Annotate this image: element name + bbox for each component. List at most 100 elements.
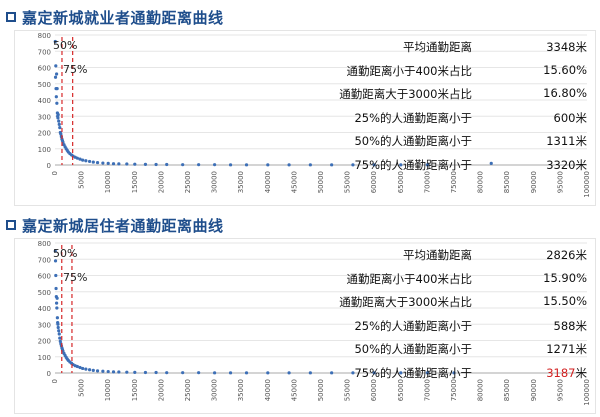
data-point [266, 163, 270, 167]
data-point [197, 371, 201, 375]
y-tick-label: 0 [47, 162, 51, 170]
data-point [425, 163, 429, 167]
data-point [101, 161, 105, 165]
data-point [56, 325, 60, 330]
data-point [351, 163, 355, 167]
data-point [213, 371, 217, 375]
stat-row: 75%的人通勤距离小于 3187米 [265, 361, 587, 385]
x-tick-label: 25000 [184, 171, 192, 193]
data-point [308, 371, 312, 375]
x-tick-label: 65000 [397, 379, 405, 401]
x-tick-label: 10000 [104, 171, 112, 193]
data-point [197, 163, 201, 167]
data-point [58, 336, 62, 340]
stat-label: 50%的人通勤距离小于 [354, 134, 472, 148]
x-tick-label: 40000 [264, 171, 272, 193]
data-point [154, 370, 158, 375]
stat-label: 平均通勤距离 [403, 40, 472, 54]
stat-value: 3320米 [546, 157, 587, 172]
data-point [53, 259, 58, 263]
stat-value: 15.50% [543, 294, 587, 308]
data-point [330, 163, 334, 167]
data-point [133, 162, 137, 166]
x-tick-label: 90000 [530, 379, 538, 401]
stat-row: 50%的人通勤距离小于 1311米 [265, 129, 587, 153]
data-point [106, 369, 110, 374]
data-point [81, 366, 85, 371]
x-tick-label: 30000 [211, 171, 219, 193]
x-tick-label: 100000 [583, 171, 591, 198]
x-tick-label: 30000 [211, 379, 219, 401]
data-point [54, 95, 58, 99]
data-point [133, 370, 137, 374]
stat-value: 3348米 [546, 40, 587, 54]
y-tick-label: 700 [38, 256, 51, 264]
x-tick-label: 100000 [583, 379, 591, 406]
x-tick-label: 40000 [264, 379, 272, 401]
data-point [81, 158, 85, 162]
x-tick-label: 90000 [530, 171, 538, 193]
data-point [106, 161, 110, 165]
marker-label-75: 75% [63, 63, 88, 76]
data-point [489, 161, 493, 165]
data-point [57, 332, 61, 336]
data-point [54, 301, 59, 305]
x-tick-label: 15000 [131, 171, 139, 193]
stat-row: 通勤距离大于3000米占比 15.50% [265, 290, 587, 314]
data-point [53, 75, 58, 79]
data-point [53, 249, 57, 253]
data-point [425, 371, 429, 375]
data-point [59, 132, 63, 136]
x-tick-label: 0 [51, 171, 59, 175]
chart-title: 嘉定新城居住者通勤距离曲线 [22, 216, 224, 235]
y-tick-label: 200 [38, 130, 51, 138]
y-tick-label: 800 [38, 32, 51, 40]
data-point [111, 162, 116, 166]
x-tick-label: 70000 [423, 379, 431, 401]
data-point [87, 368, 92, 372]
data-point [165, 371, 169, 375]
x-tick-label: 60000 [370, 379, 378, 401]
data-point [84, 367, 88, 371]
data-point [78, 157, 82, 161]
y-tick-label: 600 [38, 65, 51, 73]
data-point [308, 163, 312, 167]
data-point [330, 371, 334, 375]
stat-row: 平均通勤距离 3348米 [265, 35, 587, 59]
data-point [351, 371, 355, 375]
stat-label: 25%的人通勤距离小于 [354, 110, 472, 125]
stat-value: 16.80% [543, 86, 587, 100]
x-tick-label: 80000 [477, 171, 485, 193]
data-point [54, 72, 59, 76]
data-point [91, 368, 95, 372]
stat-row: 通勤距离小于400米占比 15.90% [265, 267, 587, 291]
y-tick-label: 0 [47, 370, 51, 378]
stat-label: 75%的人通勤距离小于 [354, 157, 472, 172]
x-tick-label: 25000 [184, 379, 192, 401]
x-tick-label: 35000 [237, 379, 245, 401]
y-tick-label: 400 [38, 97, 51, 105]
data-point [117, 162, 121, 166]
data-point [75, 156, 79, 160]
section-title-employment: 嘉定新城就业者通勤距离曲线 [6, 6, 224, 28]
data-point [101, 369, 105, 373]
data-point [244, 371, 249, 375]
data-point [125, 370, 129, 374]
y-tick-label: 800 [38, 240, 51, 248]
x-tick-label: 45000 [290, 379, 298, 401]
y-tick-label: 100 [38, 354, 51, 362]
x-tick-label: 5000 [78, 171, 86, 189]
chart-title: 嘉定新城就业者通勤距离曲线 [22, 8, 224, 27]
x-tick-label: 75000 [450, 171, 458, 193]
data-point [56, 116, 60, 120]
x-tick-label: 95000 [556, 379, 564, 401]
x-tick-label: 70000 [423, 171, 431, 193]
data-point [399, 371, 403, 375]
data-point [287, 371, 291, 375]
stat-row: 平均通勤距离 2826米 [265, 243, 587, 267]
stat-row: 通勤距离小于400米占比 15.60% [265, 59, 587, 83]
scatter-chart-employment: 0 100 200 300 400 500 600 700 800 0 5000 10000 15000… [38, 32, 591, 198]
x-tick-label: 0 [51, 379, 59, 383]
marker-label-75: 75% [63, 271, 88, 284]
x-tick-label: 15000 [131, 379, 139, 401]
